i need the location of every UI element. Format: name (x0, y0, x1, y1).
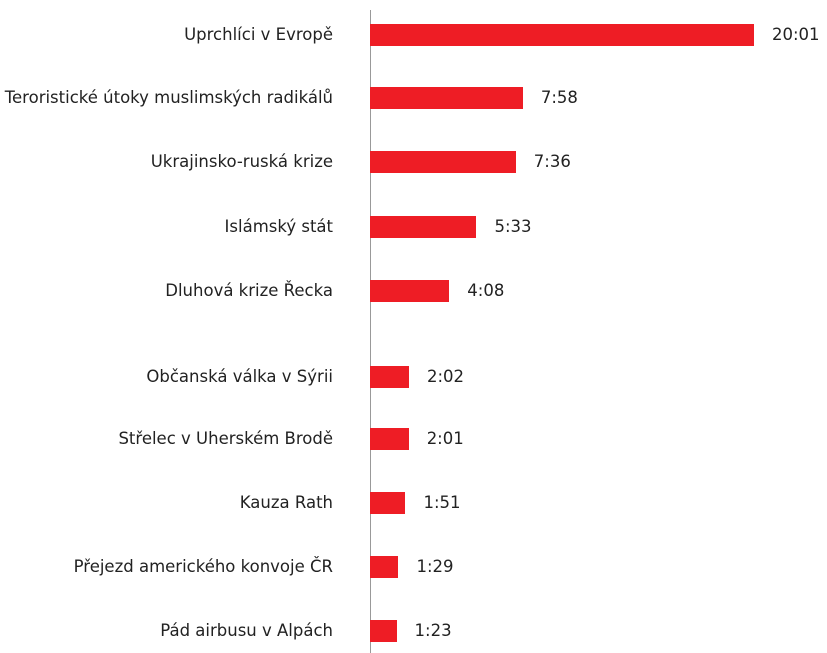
category-label: Přejezd amerického konvoje ČR (73, 557, 333, 576)
value-label: 2:01 (426, 429, 464, 448)
category-label: Ukrajinsko-ruská krize (150, 152, 333, 171)
bar (370, 428, 409, 450)
bar (370, 280, 450, 302)
bar (370, 24, 754, 46)
category-label: Islámský stát (224, 217, 333, 236)
bar (370, 366, 409, 388)
bar (370, 87, 523, 109)
value-label: 1:23 (414, 621, 452, 640)
value-label: 20:01 (772, 25, 820, 44)
value-label: 7:58 (540, 88, 578, 107)
category-label: Kauza Rath (239, 493, 333, 512)
bar (370, 216, 477, 238)
axis-line (370, 10, 371, 653)
value-label: 2:02 (427, 367, 465, 386)
category-label: Teroristické útoky muslimských radikálů (4, 88, 333, 107)
category-label: Uprchlíci v Evropě (184, 25, 333, 44)
category-label: Dluhová krize Řecka (165, 281, 333, 300)
bar (370, 556, 399, 578)
bar (370, 151, 516, 173)
category-label: Střelec v Uherském Brodě (118, 429, 333, 448)
value-label: 5:33 (494, 217, 532, 236)
value-label: 4:08 (467, 281, 505, 300)
category-label: Pád airbusu v Alpách (160, 621, 333, 640)
bar (370, 492, 406, 514)
value-label: 1:51 (423, 493, 461, 512)
category-label: Občanská válka v Sýrii (146, 367, 333, 386)
value-label: 1:29 (416, 557, 454, 576)
value-label: 7:36 (533, 152, 571, 171)
bar (370, 620, 397, 642)
